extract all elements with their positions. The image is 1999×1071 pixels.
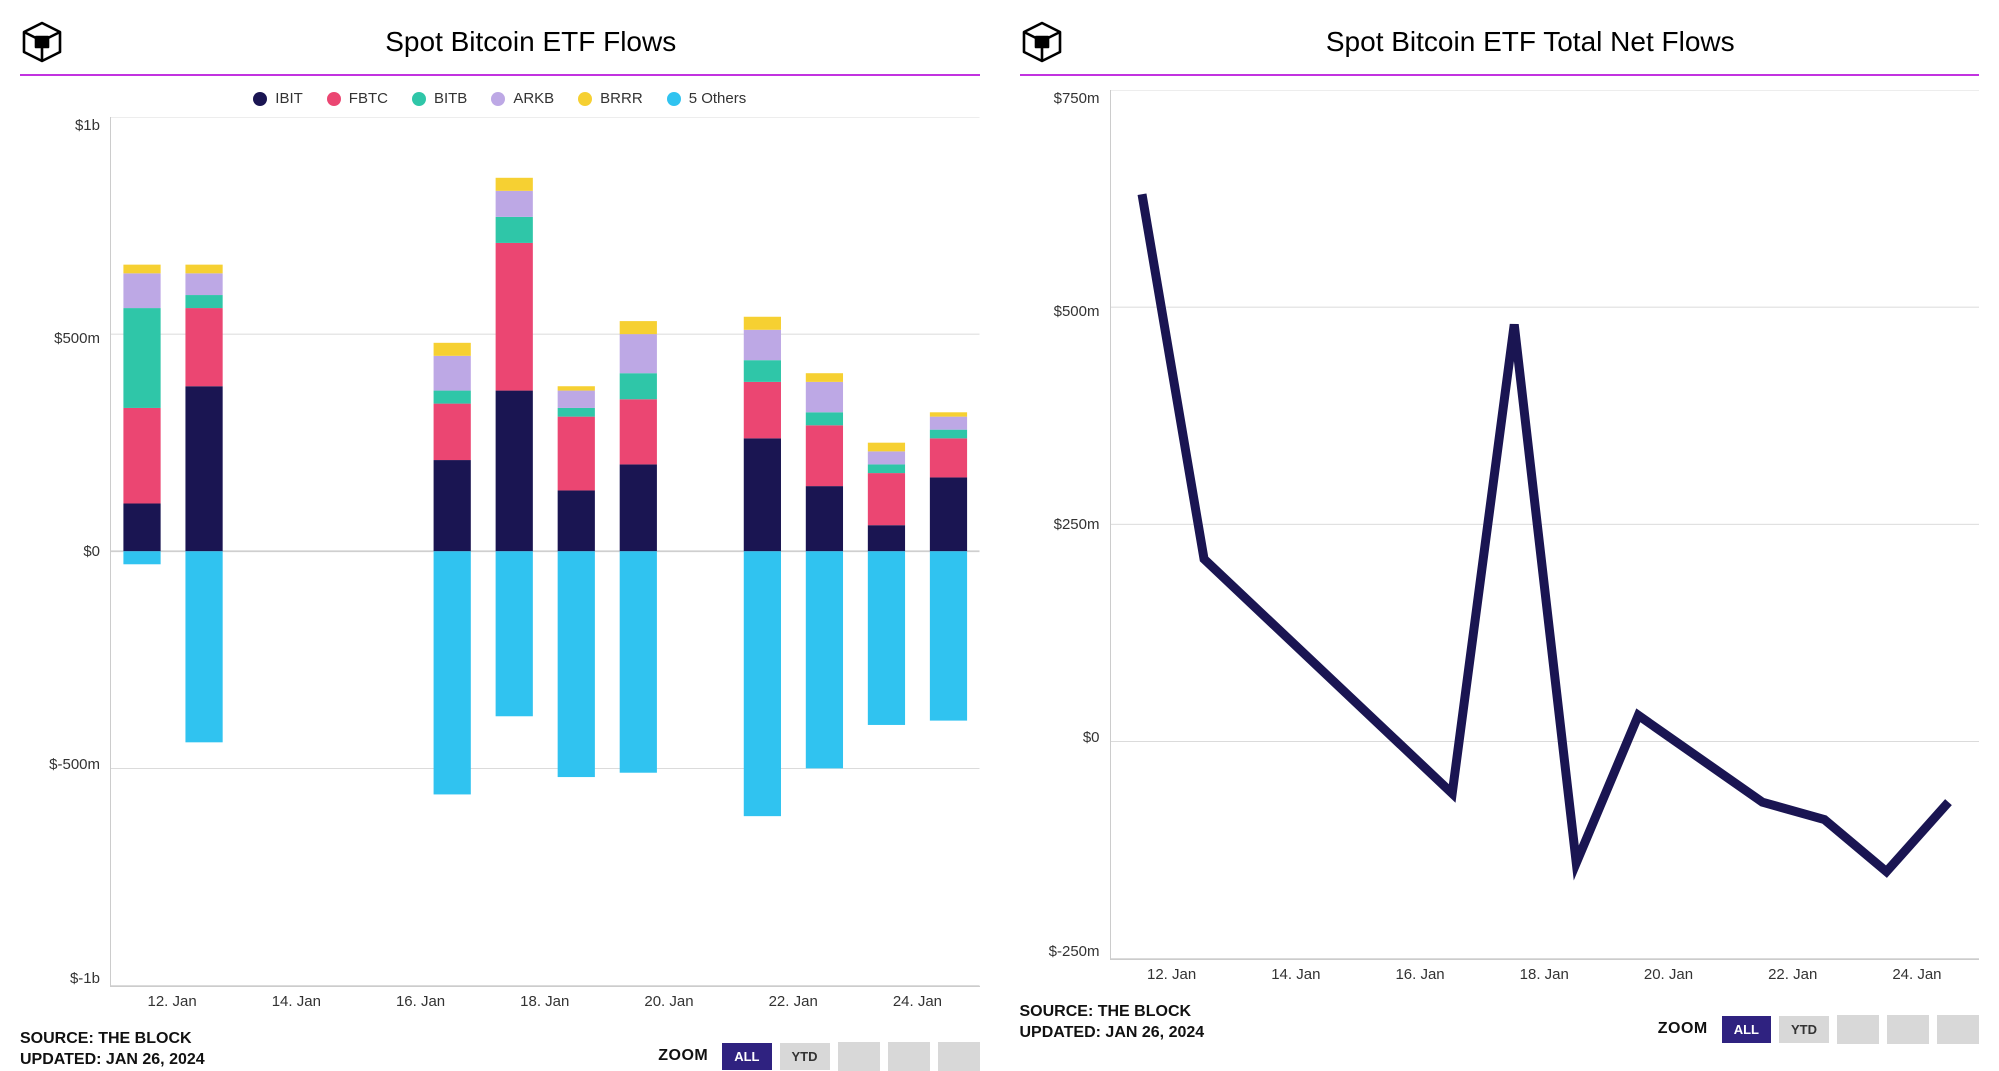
- legend-swatch: [253, 92, 267, 106]
- legend-label: 5 Others: [689, 90, 747, 107]
- zoom-blank-button[interactable]: [888, 1042, 930, 1071]
- zoom-blank-button[interactable]: [1887, 1015, 1929, 1044]
- legend-item[interactable]: 5 Others: [667, 90, 747, 107]
- xtick-label: 18. Jan: [483, 993, 607, 1010]
- ytick-label: $-250m: [1049, 943, 1100, 960]
- zoom-ytd-button[interactable]: YTD: [780, 1043, 830, 1070]
- ytick-label: $750m: [1054, 90, 1100, 107]
- right-plot: [1110, 90, 1980, 960]
- right-header: Spot Bitcoin ETF Total Net Flows: [1020, 20, 1980, 76]
- left-zoom-group: ZOOM ALL YTD: [658, 1042, 979, 1071]
- right-chart-area: $750m $500m $250m $0 $-250m: [1020, 90, 1980, 960]
- left-footer-text: SOURCE: THE BLOCK UPDATED: JAN 26, 2024: [20, 1028, 205, 1071]
- left-yaxis: $1b $500m $0 $-500m $-1b: [20, 117, 110, 987]
- ytick-label: $250m: [1054, 516, 1100, 533]
- left-legend: IBIT FBTC BITB ARKB BRRR 5 Others: [20, 90, 980, 107]
- left-title: Spot Bitcoin ETF Flows: [82, 26, 980, 58]
- legend-item[interactable]: BRRR: [578, 90, 643, 107]
- left-panel: Spot Bitcoin ETF Flows IBIT FBTC BITB ARKB B…: [20, 20, 980, 682]
- legend-label: BRRR: [600, 90, 643, 107]
- ytick-label: $0: [1083, 729, 1100, 746]
- xtick-label: 22. Jan: [1731, 966, 1855, 983]
- right-updated: UPDATED: JAN 26, 2024: [1020, 1022, 1205, 1044]
- zoom-label: ZOOM: [658, 1047, 708, 1065]
- legend-label: ARKB: [513, 90, 554, 107]
- ytick-label: $0: [83, 543, 100, 560]
- left-header: Spot Bitcoin ETF Flows: [20, 20, 980, 76]
- left-source: SOURCE: THE BLOCK: [20, 1028, 205, 1050]
- ytick-label: $1b: [75, 117, 100, 134]
- legend-swatch: [491, 92, 505, 106]
- right-source: SOURCE: THE BLOCK: [1020, 1001, 1205, 1023]
- ytick-label: $-500m: [49, 756, 100, 773]
- legend-item[interactable]: BITB: [412, 90, 467, 107]
- legend-swatch: [667, 92, 681, 106]
- zoom-blank-button[interactable]: [838, 1042, 880, 1071]
- xtick-label: 24. Jan: [1855, 966, 1979, 983]
- legend-item[interactable]: ARKB: [491, 90, 554, 107]
- legend-label: IBIT: [275, 90, 303, 107]
- legend-label: BITB: [434, 90, 467, 107]
- ytick-label: $-1b: [70, 970, 100, 987]
- xtick-label: 20. Jan: [607, 993, 731, 1010]
- xtick-label: 24. Jan: [855, 993, 979, 1010]
- right-yaxis: $750m $500m $250m $0 $-250m: [1020, 90, 1110, 960]
- legend-swatch: [327, 92, 341, 106]
- zoom-blank-button[interactable]: [938, 1042, 980, 1071]
- xtick-label: 12. Jan: [110, 993, 234, 1010]
- zoom-ytd-button[interactable]: YTD: [1779, 1016, 1829, 1043]
- zoom-all-button[interactable]: ALL: [722, 1043, 771, 1070]
- right-title: Spot Bitcoin ETF Total Net Flows: [1082, 26, 1980, 58]
- xtick-label: 16. Jan: [1358, 966, 1482, 983]
- cube-logo-icon: [1020, 20, 1064, 64]
- legend-swatch: [578, 92, 592, 106]
- right-zoom-group: ZOOM ALL YTD: [1658, 1015, 1979, 1044]
- legend-label: FBTC: [349, 90, 388, 107]
- right-footer: SOURCE: THE BLOCK UPDATED: JAN 26, 2024 …: [1020, 1001, 1980, 1044]
- right-xaxis: 12. Jan14. Jan16. Jan18. Jan20. Jan22. J…: [1110, 960, 1980, 983]
- xtick-label: 20. Jan: [1606, 966, 1730, 983]
- xtick-label: 12. Jan: [1110, 966, 1234, 983]
- cube-logo-icon: [20, 20, 64, 64]
- right-footer-text: SOURCE: THE BLOCK UPDATED: JAN 26, 2024: [1020, 1001, 1205, 1044]
- zoom-all-button[interactable]: ALL: [1722, 1016, 1771, 1043]
- right-panel: Spot Bitcoin ETF Total Net Flows $750m $5…: [1020, 20, 1980, 682]
- legend-item[interactable]: IBIT: [253, 90, 303, 107]
- left-chart-area: $1b $500m $0 $-500m $-1b: [20, 117, 980, 987]
- left-plot: [110, 117, 980, 987]
- left-xaxis: 12. Jan14. Jan16. Jan18. Jan20. Jan22. J…: [110, 987, 980, 1010]
- left-updated: UPDATED: JAN 26, 2024: [20, 1049, 205, 1071]
- ytick-label: $500m: [54, 330, 100, 347]
- xtick-label: 14. Jan: [1234, 966, 1358, 983]
- ytick-label: $500m: [1054, 303, 1100, 320]
- left-footer: SOURCE: THE BLOCK UPDATED: JAN 26, 2024 …: [20, 1028, 980, 1071]
- xtick-label: 22. Jan: [731, 993, 855, 1010]
- zoom-label: ZOOM: [1658, 1020, 1708, 1038]
- xtick-label: 14. Jan: [234, 993, 358, 1010]
- legend-swatch: [412, 92, 426, 106]
- xtick-label: 16. Jan: [358, 993, 482, 1010]
- zoom-blank-button[interactable]: [1937, 1015, 1979, 1044]
- legend-item[interactable]: FBTC: [327, 90, 388, 107]
- xtick-label: 18. Jan: [1482, 966, 1606, 983]
- zoom-blank-button[interactable]: [1837, 1015, 1879, 1044]
